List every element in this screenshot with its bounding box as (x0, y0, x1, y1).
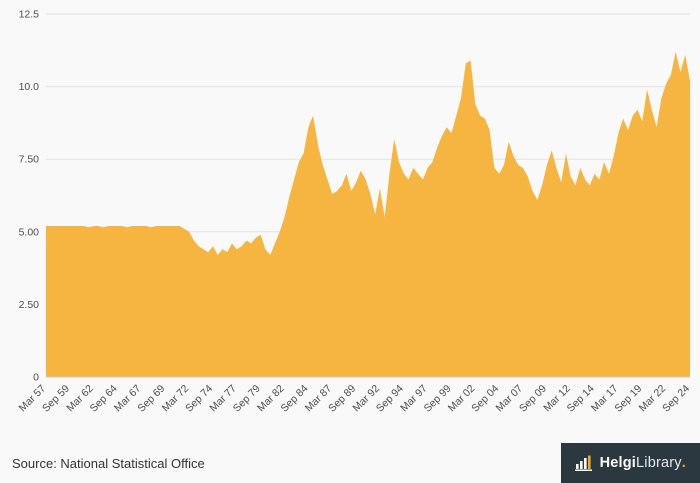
y-tick-label: 10.0 (19, 81, 40, 93)
y-tick-label: 0 (33, 372, 39, 384)
area-series (46, 51, 690, 378)
brand-name: HelgiLibrary. (600, 455, 686, 471)
helgilibrary-logo: HelgiLibrary. (560, 443, 700, 483)
y-tick-label: 12.5 (19, 9, 40, 21)
area-chart: 0 2.50 5.00 7.50 10.0 12.5 Mar 57 Sep 59 Mar 62 S… (17, 9, 693, 415)
chart-footer: Source: National Statistical Office Helg… (0, 443, 700, 483)
x-tick-label: Sep 24 (660, 383, 692, 415)
building-columns-icon (574, 455, 592, 471)
brand-name-secondary: Library (636, 455, 682, 471)
y-tick-label: 5.00 (19, 226, 40, 238)
brand-name-primary: Helgi (599, 455, 637, 471)
y-tick-label: 2.50 (19, 299, 40, 311)
source-label: Source: National Statistical Office (12, 455, 205, 471)
y-tick-label: 7.50 (19, 154, 40, 166)
brand-dot: . (681, 455, 686, 471)
